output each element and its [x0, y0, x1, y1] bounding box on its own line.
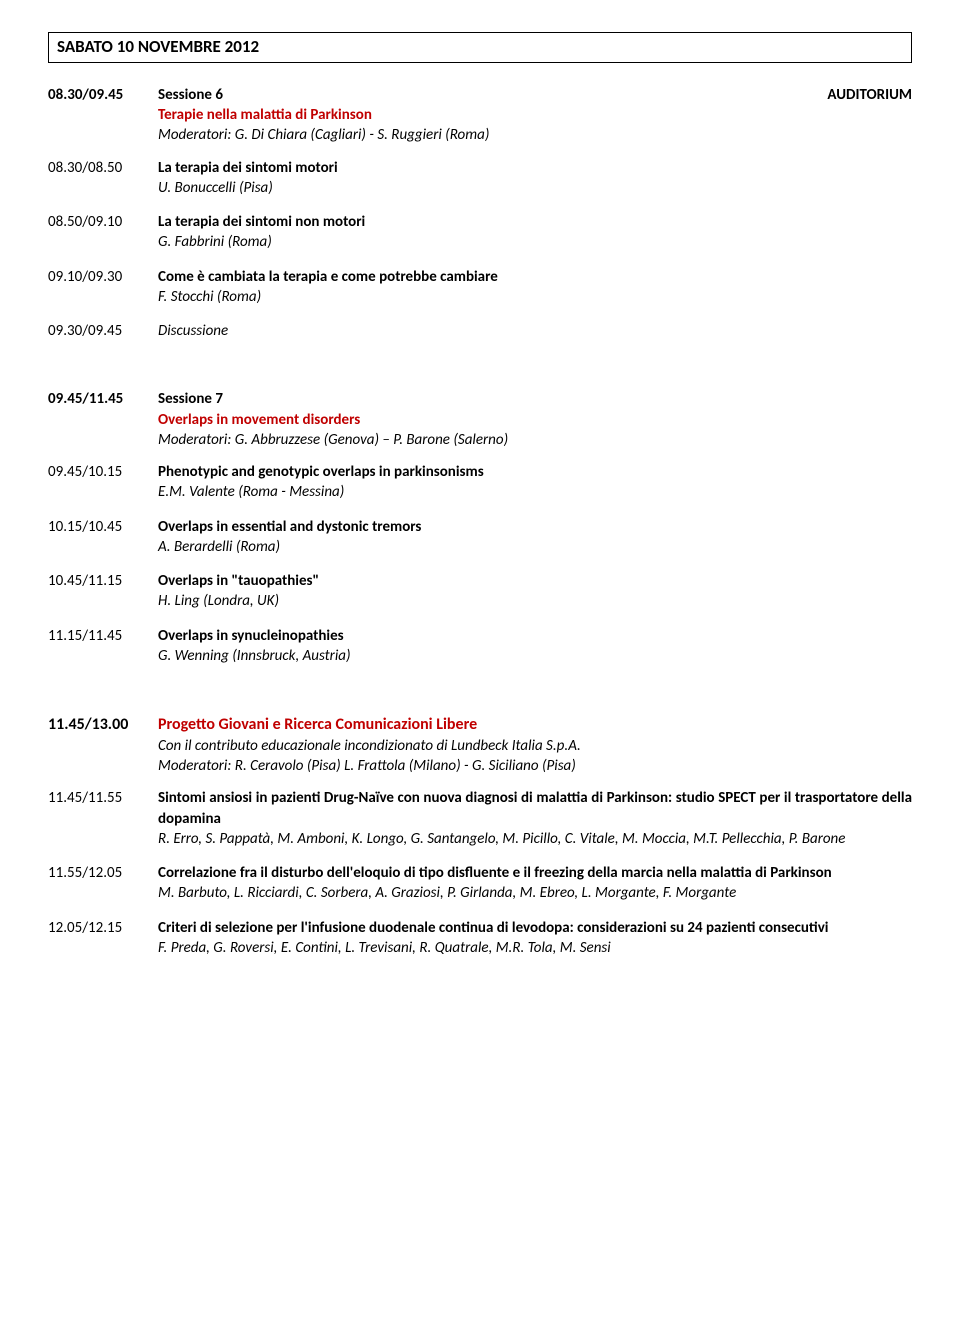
talk-time: 11.55/12.05 — [48, 863, 158, 904]
talk-time: 11.45/11.55 — [48, 788, 158, 849]
session-6: 08.30/09.45 Sessione 6 AUDITORIUM Terapi… — [48, 85, 912, 342]
talk-entry: 10.45/11.15 Overlaps in "tauopathies" H.… — [48, 571, 912, 612]
talk-entry: 11.15/11.45 Overlaps in synucleinopathie… — [48, 626, 912, 667]
talk-time: 12.05/12.15 — [48, 918, 158, 959]
talk-speaker: F. Stocchi (Roma) — [158, 287, 912, 307]
session-7: 09.45/11.45 Sessione 7 Overlaps in movem… — [48, 389, 912, 666]
talk-time: 09.10/09.30 — [48, 267, 158, 308]
talk-title: La terapia dei sintomi motori — [158, 158, 912, 178]
talk-entry: 11.45/11.55 Sintomi ansiosi in pazienti … — [48, 788, 912, 849]
talk-entry: 09.45/10.15 Phenotypic and genotypic ove… — [48, 462, 912, 503]
talk-title: Criteri di selezione per l'infusione duo… — [158, 918, 912, 938]
talk-speaker: F. Preda, G. Roversi, E. Contini, L. Tre… — [158, 938, 912, 958]
talk-speaker: H. Ling (Londra, UK) — [158, 591, 912, 611]
talk-title: Come è cambiata la terapia e come potreb… — [158, 267, 912, 287]
session-6-moderators: G. Di Chiara (Cagliari) - S. Ruggieri (R… — [235, 126, 490, 144]
session-progetto: 11.45/13.00 Progetto Giovani e Ricerca C… — [48, 714, 912, 958]
talk-entry: 12.05/12.15 Criteri di selezione per l'i… — [48, 918, 912, 959]
talk-title: Overlaps in essential and dystonic tremo… — [158, 517, 912, 537]
talk-title: Overlaps in synucleinopathies — [158, 626, 912, 646]
talk-time: 10.15/10.45 — [48, 517, 158, 558]
talk-title: Phenotypic and genotypic overlaps in par… — [158, 462, 912, 482]
talk-time: 11.15/11.45 — [48, 626, 158, 667]
talk-title: Overlaps in "tauopathies" — [158, 571, 912, 591]
session-progetto-time: 11.45/13.00 — [48, 714, 158, 776]
talk-entry: 09.30/09.45 Discussione — [48, 321, 912, 341]
date-header-text: SABATO 10 NOVEMBRE 2012 — [57, 36, 259, 57]
session-progetto-moderators: R. Ceravolo (Pisa) L. Frattola (Milano) … — [235, 757, 576, 775]
talk-entry: 08.50/09.10 La terapia dei sintomi non m… — [48, 212, 912, 253]
moderators-prefix: Moderatori: — [158, 126, 235, 144]
talk-entry: 11.55/12.05 Correlazione fra il disturbo… — [48, 863, 912, 904]
talk-title: Discussione — [158, 321, 912, 341]
session-7-moderators: G. Abbruzzese (Genova) – P. Barone (Sale… — [235, 431, 508, 449]
talk-speaker: E.M. Valente (Roma - Messina) — [158, 482, 912, 502]
talk-entry: 08.30/08.50 La terapia dei sintomi motor… — [48, 158, 912, 199]
session-6-title: Terapie nella malattia di Parkinson — [158, 105, 912, 125]
talk-speaker: R. Erro, S. Pappatà, M. Amboni, K. Longo… — [158, 829, 912, 849]
date-header-box: SABATO 10 NOVEMBRE 2012 — [48, 32, 912, 63]
session-progetto-sub: Con il contributo educazionale incondizi… — [158, 736, 912, 756]
talk-speaker: U. Bonuccelli (Pisa) — [158, 178, 912, 198]
talk-time: 09.30/09.45 — [48, 321, 158, 341]
talk-entry: 09.10/09.30 Come è cambiata la terapia e… — [48, 267, 912, 308]
talk-entry: 10.15/10.45 Overlaps in essential and dy… — [48, 517, 912, 558]
talk-time: 09.45/10.15 — [48, 462, 158, 503]
session-7-label: Sessione 7 — [158, 390, 223, 408]
talk-time: 10.45/11.15 — [48, 571, 158, 612]
talk-speaker: A. Berardelli (Roma) — [158, 537, 912, 557]
talk-speaker: M. Barbuto, L. Ricciardi, C. Sorbera, A.… — [158, 883, 912, 903]
session-7-time: 09.45/11.45 — [48, 389, 158, 450]
talk-speaker: G. Wenning (Innsbruck, Austria) — [158, 646, 912, 666]
talk-title: Sintomi ansiosi in pazienti Drug-Naïve c… — [158, 788, 912, 829]
session-6-room: AUDITORIUM — [827, 85, 912, 105]
talk-speaker: G. Fabbrini (Roma) — [158, 232, 912, 252]
talk-time: 08.30/08.50 — [48, 158, 158, 199]
session-7-title: Overlaps in movement disorders — [158, 410, 912, 430]
session-progetto-title: Progetto Giovani e Ricerca Comunicazioni… — [158, 714, 912, 736]
moderators-prefix: Moderatori: — [158, 431, 235, 449]
talk-title: La terapia dei sintomi non motori — [158, 212, 912, 232]
session-6-time: 08.30/09.45 — [48, 85, 158, 146]
talk-title: Correlazione fra il disturbo dell'eloqui… — [158, 863, 912, 883]
talk-time: 08.50/09.10 — [48, 212, 158, 253]
session-6-label: Sessione 6 — [158, 86, 223, 104]
moderators-prefix: Moderatori: — [158, 757, 235, 775]
